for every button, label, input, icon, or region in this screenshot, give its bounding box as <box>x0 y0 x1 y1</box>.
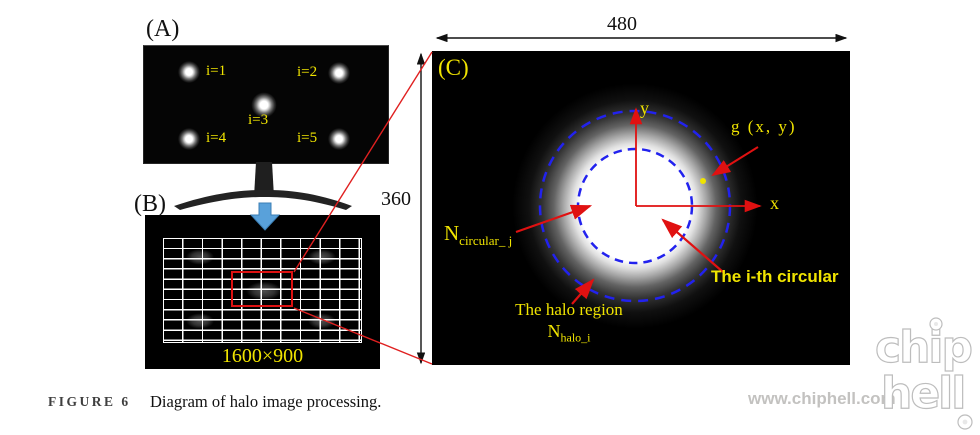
n-halo-base: N <box>547 321 561 341</box>
logo-word-bottom: hell <box>881 368 964 419</box>
n-circular-label: Ncircular_ j <box>444 221 512 249</box>
panel-c-annotations <box>515 107 762 305</box>
panel-a-label: (A) <box>146 16 180 42</box>
g-point-label: g (x, y) <box>731 117 797 136</box>
monitor-stand-neck <box>254 162 274 197</box>
halo-region-label: The halo region <box>515 300 623 319</box>
n-circular-sub: circular_ j <box>459 233 513 249</box>
chiphell-logo: chip hell <box>874 317 974 430</box>
point-label-5: i=5 <box>297 130 318 146</box>
halo-dot-1 <box>176 59 202 85</box>
figure-caption: Diagram of halo image processing. <box>150 392 382 411</box>
zoomed-halo-panel: (C) y x g (x, y) Ncircular_ j The halo r… <box>432 51 850 365</box>
y-axis-label: y <box>640 98 649 118</box>
panel-c-label: (C) <box>438 55 469 80</box>
watermark-url: www.chiphell.com <box>748 389 896 408</box>
ith-circular-label: The i-th circular <box>711 267 839 286</box>
point-label-1: i=1 <box>206 63 227 79</box>
n-circular-base: N <box>444 221 460 245</box>
figure-tag: FIGURE 6 <box>48 394 131 409</box>
grid-image-panel: 1600×900 <box>145 215 380 369</box>
halo-dot-5 <box>326 126 352 152</box>
x-axis-label: x <box>770 193 779 213</box>
width-dimension-label: 480 <box>607 13 637 35</box>
monitor-stand-base <box>174 190 352 210</box>
logo-pad-hole <box>934 322 938 326</box>
n-halo-label: Nhalo_i <box>503 321 635 346</box>
point-label-4: i=4 <box>206 130 227 146</box>
roi-highlight-rect <box>231 271 293 307</box>
logo-word-top: chip <box>875 322 971 373</box>
resolution-label: 1600×900 <box>221 345 304 367</box>
n-halo-sub: halo_i <box>560 330 591 345</box>
n-circular-pointer-arrow <box>515 204 593 234</box>
logo-pad-hole <box>962 419 968 425</box>
halo-dot-3 <box>249 90 279 120</box>
halo-dot-2 <box>326 60 352 86</box>
g-pointer-arrow <box>711 146 759 177</box>
panel-b-label: (B) <box>134 191 166 217</box>
point-label-3: i=3 <box>248 112 269 128</box>
height-dimension-label: 360 <box>381 188 411 210</box>
monitor-screen: i=1 i=2 i=3 i=4 i=5 <box>143 45 389 164</box>
g-point <box>700 178 706 184</box>
ith-circular-pointer-arrow <box>661 218 724 273</box>
halo-dot-4 <box>176 126 202 152</box>
halo-region-pointer-arrow <box>571 278 595 305</box>
point-label-2: i=2 <box>297 64 318 80</box>
